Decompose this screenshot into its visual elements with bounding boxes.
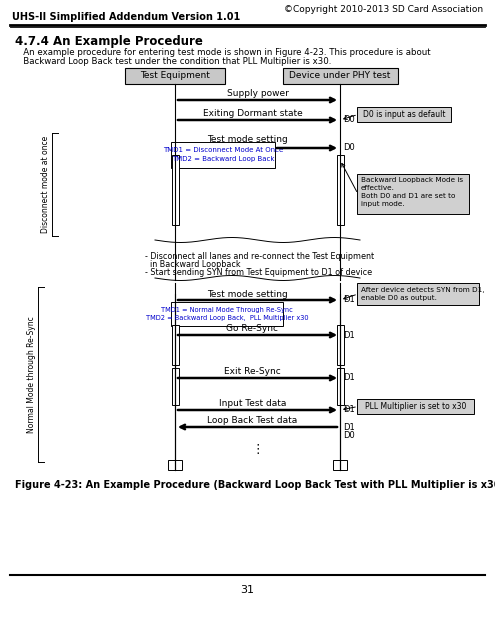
Text: Go Re-Sync: Go Re-Sync (227, 324, 279, 333)
FancyBboxPatch shape (171, 155, 179, 225)
Text: UHS-II Simplified Addendum Version 1.01: UHS-II Simplified Addendum Version 1.01 (12, 12, 240, 22)
Text: D0: D0 (343, 115, 355, 125)
FancyBboxPatch shape (168, 460, 182, 470)
Text: input mode.: input mode. (361, 201, 404, 207)
Text: 31: 31 (240, 585, 254, 595)
Text: ©Copyright 2010-2013 SD Card Association: ©Copyright 2010-2013 SD Card Association (284, 6, 483, 15)
FancyBboxPatch shape (357, 283, 479, 305)
Text: Backward Loopback Mode is: Backward Loopback Mode is (361, 177, 463, 183)
Text: Figure 4-23: An Example Procedure (Backward Loop Back Test with PLL Multiplier i: Figure 4-23: An Example Procedure (Backw… (15, 480, 495, 490)
Text: - Start sending SYN from Test Equipment to D1 of device: - Start sending SYN from Test Equipment … (145, 268, 372, 277)
Text: Both D0 and D1 are set to: Both D0 and D1 are set to (361, 193, 455, 199)
Text: After device detects SYN from D1,: After device detects SYN from D1, (361, 287, 485, 293)
FancyBboxPatch shape (357, 399, 474, 414)
FancyBboxPatch shape (357, 174, 469, 214)
Text: D1: D1 (343, 330, 355, 339)
FancyBboxPatch shape (337, 368, 344, 405)
Text: PLL Multiplier is set to x30: PLL Multiplier is set to x30 (365, 402, 466, 411)
FancyBboxPatch shape (283, 68, 397, 84)
Text: D1: D1 (343, 406, 355, 415)
Text: Device under PHY test: Device under PHY test (289, 72, 391, 81)
Text: Test mode setting: Test mode setting (207, 290, 288, 299)
Text: Backward Loop Back test under the condition that PLL Multiplier is x30.: Backward Loop Back test under the condit… (15, 57, 331, 66)
Text: 4.7.4 An Example Procedure: 4.7.4 An Example Procedure (15, 35, 203, 48)
FancyBboxPatch shape (171, 368, 179, 405)
Text: effective.: effective. (361, 185, 395, 191)
Text: D0: D0 (343, 431, 355, 440)
Text: enable D0 as output.: enable D0 as output. (361, 295, 437, 301)
FancyBboxPatch shape (171, 325, 179, 365)
Text: D1: D1 (343, 296, 355, 305)
Text: D0: D0 (343, 143, 355, 152)
Text: D1: D1 (343, 422, 355, 431)
Text: TMD1 = Disconnect Mode At Once: TMD1 = Disconnect Mode At Once (163, 147, 283, 153)
Text: Disconnect mode at once: Disconnect mode at once (42, 136, 50, 233)
Text: TMD1 = Normal Mode Through Re-Sync: TMD1 = Normal Mode Through Re-Sync (161, 307, 293, 313)
FancyBboxPatch shape (337, 155, 344, 225)
Text: - Disconnect all lanes and re-connect the Test Equipment: - Disconnect all lanes and re-connect th… (145, 252, 374, 261)
Text: ⋮: ⋮ (251, 444, 264, 456)
Text: Exit Re-Sync: Exit Re-Sync (224, 367, 281, 376)
FancyBboxPatch shape (333, 460, 347, 470)
Text: in Backward Loopback: in Backward Loopback (145, 260, 241, 269)
Text: D0 is input as default: D0 is input as default (363, 110, 445, 119)
FancyBboxPatch shape (357, 107, 451, 122)
Text: Input Test data: Input Test data (219, 399, 286, 408)
Text: TMD2 = Backward Loop Back,  PLL Multiplier x30: TMD2 = Backward Loop Back, PLL Multiplie… (146, 315, 308, 321)
Text: Normal Mode through Re-Sync: Normal Mode through Re-Sync (28, 316, 37, 433)
Text: D1: D1 (343, 374, 355, 383)
FancyBboxPatch shape (337, 325, 344, 365)
FancyBboxPatch shape (171, 142, 275, 168)
Text: An example procedure for entering test mode is shown in Figure 4-23. This proced: An example procedure for entering test m… (15, 48, 431, 57)
Text: Loop Back Test data: Loop Back Test data (207, 416, 297, 425)
Text: Exiting Dormant state: Exiting Dormant state (202, 109, 302, 118)
Text: Test Equipment: Test Equipment (140, 72, 210, 81)
FancyBboxPatch shape (171, 302, 283, 326)
Text: Supply power: Supply power (227, 89, 289, 98)
FancyBboxPatch shape (125, 68, 225, 84)
Text: Test mode setting: Test mode setting (207, 135, 288, 144)
Text: TMD2 = Backward Loop Back: TMD2 = Backward Loop Back (172, 156, 274, 162)
